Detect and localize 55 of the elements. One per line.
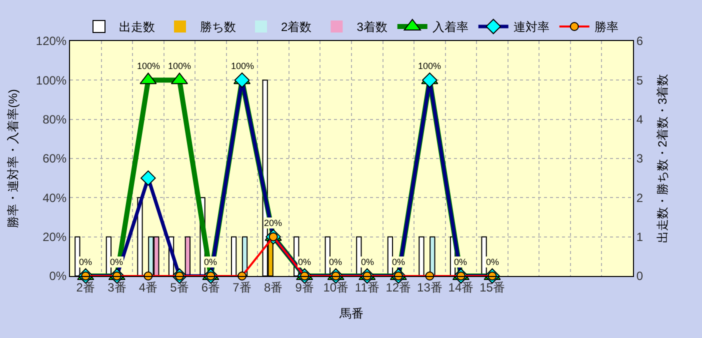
x-tick-label: 7番 — [232, 280, 252, 294]
data-label: 100% — [168, 61, 192, 71]
x-tick-label: 3番 — [108, 280, 126, 294]
data-label: 20% — [264, 218, 282, 228]
data-label: 0% — [329, 257, 342, 267]
data-label: 0% — [110, 257, 124, 267]
point — [234, 72, 250, 88]
data-label: 0% — [361, 257, 374, 267]
data-label: 100% — [418, 61, 442, 71]
legend-label: 2着数 — [281, 20, 312, 34]
y-tick-label: 120% — [36, 34, 67, 48]
point — [422, 72, 438, 88]
x-tick-label: 14番 — [448, 280, 474, 294]
y2-tick-label: 2 — [636, 190, 644, 205]
x-tick-label: 4番 — [138, 280, 158, 294]
y2-axis-title: 出走数・勝ち数・2着数・3着数 — [655, 74, 670, 244]
y2-tick-label: 1 — [636, 230, 644, 244]
legend-label: 勝率 — [594, 20, 618, 34]
x-tick-label: 8番 — [264, 280, 283, 294]
y-tick-label: 40% — [42, 190, 67, 205]
y-tick-label: 100% — [36, 73, 67, 88]
legend-label: 勝ち数 — [200, 20, 236, 34]
x-tick-label: 10番 — [323, 280, 349, 294]
x-tick-label: 9番 — [295, 280, 314, 294]
legend-label: 3着数 — [356, 20, 388, 34]
y2-tick-label: 6 — [636, 34, 644, 48]
data-label: 0% — [298, 257, 312, 267]
data-label: 100% — [137, 61, 160, 71]
y-tick-label: 0% — [49, 269, 67, 284]
point — [140, 170, 156, 186]
y2-tick-label: 4 — [636, 112, 644, 127]
x-axis-title: 馬番 — [338, 306, 364, 320]
data-label: 0% — [486, 257, 500, 267]
data-label: 100% — [231, 61, 254, 71]
data-label: 0% — [392, 257, 406, 267]
y-axis-title: 勝率・連対率・入着率(%) — [6, 89, 20, 228]
x-tick-label: 11番 — [354, 280, 380, 294]
legend-label: 連対率 — [513, 20, 550, 34]
y-tick-label: 60% — [42, 152, 67, 166]
data-label: 0% — [204, 257, 218, 267]
legend-label: 入着率 — [432, 20, 468, 34]
x-tick-label: 13番 — [417, 280, 442, 294]
x-tick-label: 15番 — [480, 280, 505, 294]
x-tick-label: 2番 — [76, 280, 95, 294]
y2-tick-label: 0 — [636, 269, 644, 284]
x-tick-label: 5番 — [170, 280, 189, 294]
y2-tick-label: 3 — [636, 152, 644, 166]
x-tick-label: 6番 — [201, 280, 220, 294]
y2-tick-label: 5 — [636, 73, 644, 88]
legend-label: 出走数 — [119, 20, 155, 34]
data-label: 0% — [454, 257, 468, 267]
x-tick-label: 12番 — [386, 280, 412, 294]
data-label: 0% — [79, 257, 92, 267]
y-tick-label: 80% — [42, 112, 67, 127]
y-tick-label: 20% — [42, 230, 67, 244]
